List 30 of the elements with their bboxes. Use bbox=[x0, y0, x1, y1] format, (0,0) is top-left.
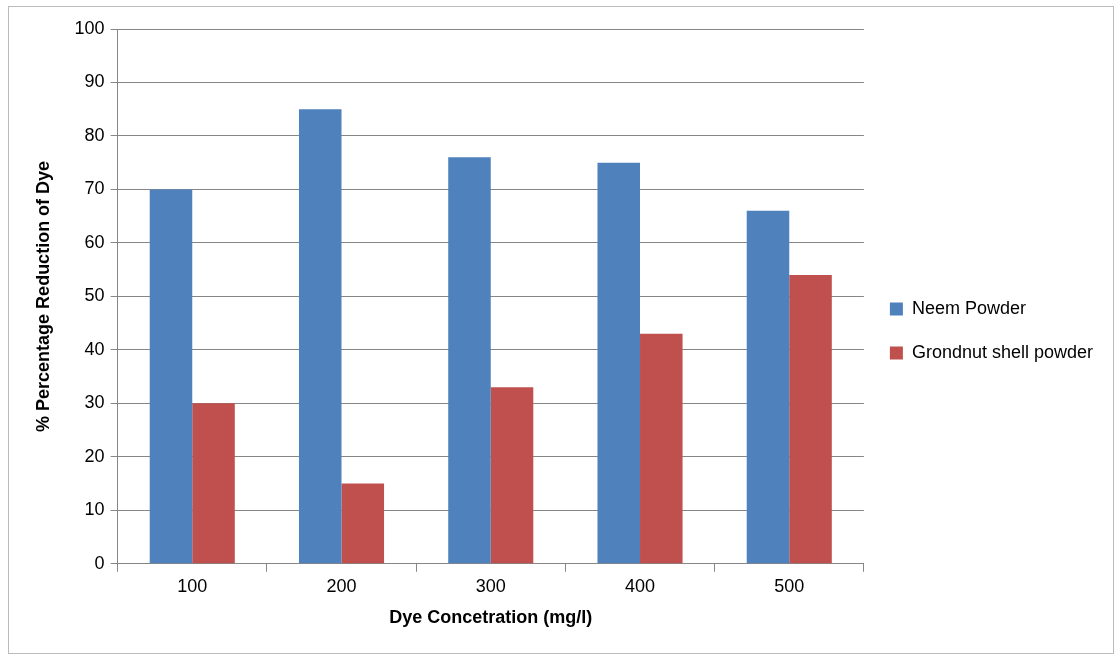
x-tick-label: 200 bbox=[326, 575, 357, 596]
bar bbox=[192, 403, 235, 564]
y-tick-label: 40 bbox=[84, 338, 105, 359]
y-tick-label: 50 bbox=[84, 285, 105, 306]
x-tick-label: 300 bbox=[475, 575, 506, 596]
bar bbox=[789, 275, 832, 564]
bar bbox=[490, 387, 534, 564]
y-tick-label: 80 bbox=[84, 124, 105, 145]
y-tick-label: 100 bbox=[74, 17, 105, 38]
x-tick-label: 100 bbox=[177, 575, 208, 596]
bar bbox=[597, 162, 641, 564]
y-tick-label: 30 bbox=[84, 392, 105, 413]
x-axis-title: Dye Concetration (mg/l) bbox=[389, 607, 593, 628]
bar bbox=[640, 333, 683, 564]
legend-label: Grondnut shell powder bbox=[911, 341, 1094, 362]
y-tick-label: 60 bbox=[84, 231, 105, 252]
y-tick-label: 90 bbox=[84, 71, 105, 92]
x-tick-label: 400 bbox=[624, 575, 656, 596]
bar bbox=[341, 483, 385, 564]
y-tick-label: 20 bbox=[84, 445, 105, 466]
y-tick-label: 70 bbox=[84, 178, 105, 199]
y-tick-label: 0 bbox=[94, 552, 105, 573]
x-tick-label: 500 bbox=[774, 575, 805, 596]
y-axis-title: % Percentage Reduction of Dye bbox=[32, 160, 53, 432]
bar bbox=[149, 189, 193, 564]
y-tick-label: 10 bbox=[84, 499, 105, 520]
bar bbox=[746, 210, 790, 564]
legend-label: Neem Powder bbox=[911, 297, 1026, 318]
bar bbox=[298, 109, 342, 564]
bar bbox=[448, 157, 491, 564]
